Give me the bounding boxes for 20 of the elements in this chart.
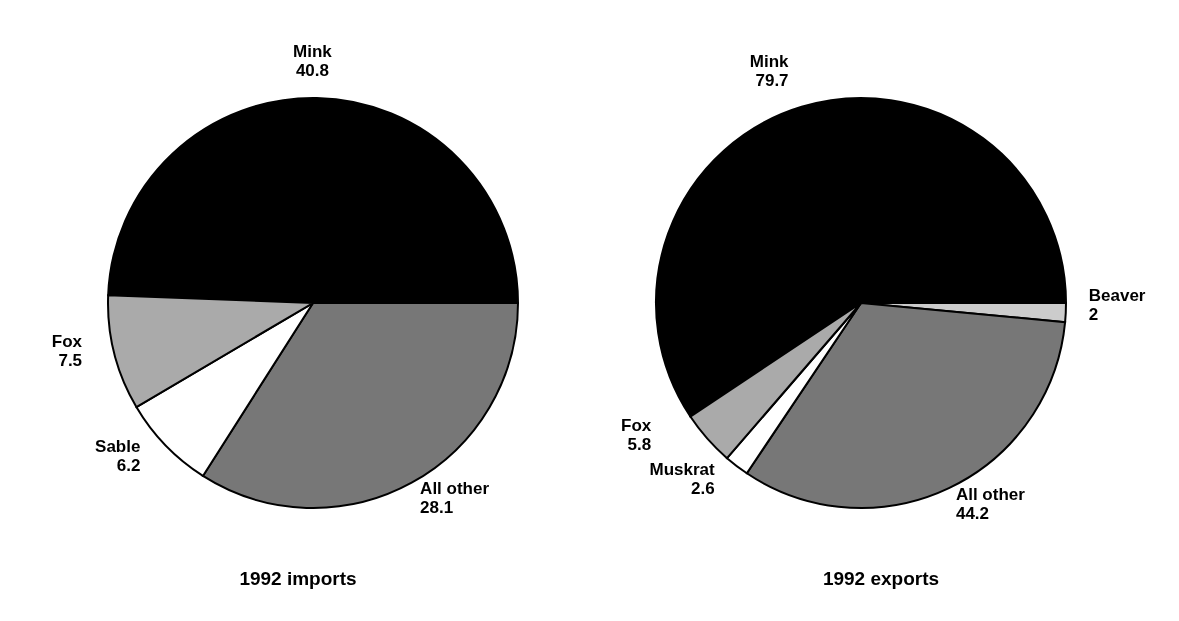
text: 1992 exports [821,568,941,590]
slice-label: Muskrat [649,460,716,480]
data-label: 5.8 [627,435,652,455]
data-label: 40.8 [295,61,329,81]
data-label: 6.2 [116,455,141,475]
data-label: 7.5 [58,351,83,371]
data-label: 44.2 [955,504,990,524]
slice-label: Fox [51,332,83,352]
data-label: 2 [1088,304,1099,324]
data-label: 28.1 [420,498,454,518]
slice-label: Mink [293,42,333,62]
slice-label: Mink [749,51,790,71]
slice-label: All other [420,479,490,499]
slice-label: Sable [95,436,141,456]
text: 1992 imports [238,568,358,590]
slice-label: Fox [621,416,652,436]
data-label: 79.7 [755,70,789,90]
slice-label: All other [955,485,1026,505]
data-label: 2.6 [691,479,715,499]
slice-label: Beaver [1088,285,1146,305]
